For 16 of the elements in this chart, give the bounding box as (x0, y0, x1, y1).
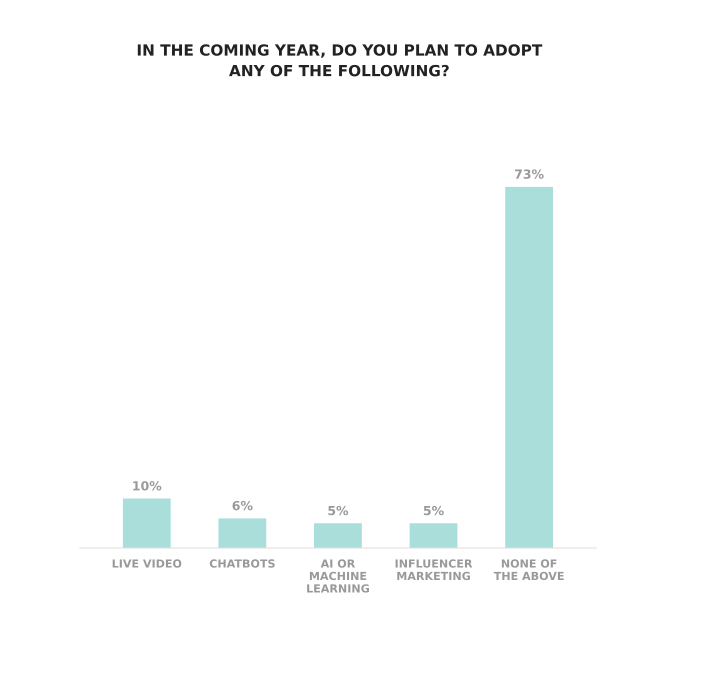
x-tick-label: CHATBOTS (210, 559, 275, 568)
data-label: 5% (328, 506, 348, 516)
data-label: 6% (232, 500, 253, 510)
x-tick-label: LIVE VIDEO (112, 559, 182, 568)
x-tick-label: NONE OF THE ABOVE (494, 559, 564, 580)
bar (410, 523, 458, 548)
x-tick-label: INFLUENCER MARKETING (396, 559, 472, 580)
data-label: 5% (424, 506, 444, 516)
x-tick-label: AI OR MACHINE LEARNING (307, 559, 369, 593)
data-label: 10% (133, 481, 162, 491)
bar (122, 498, 171, 548)
data-label: 73% (514, 169, 544, 179)
chart-title: IN THE COMING YEAR, DO YOU PLAN TO ADOPT ANY OF THE FOLLOWING? (138, 44, 542, 76)
bar (218, 518, 266, 548)
bar (314, 523, 362, 548)
bar (505, 186, 553, 548)
